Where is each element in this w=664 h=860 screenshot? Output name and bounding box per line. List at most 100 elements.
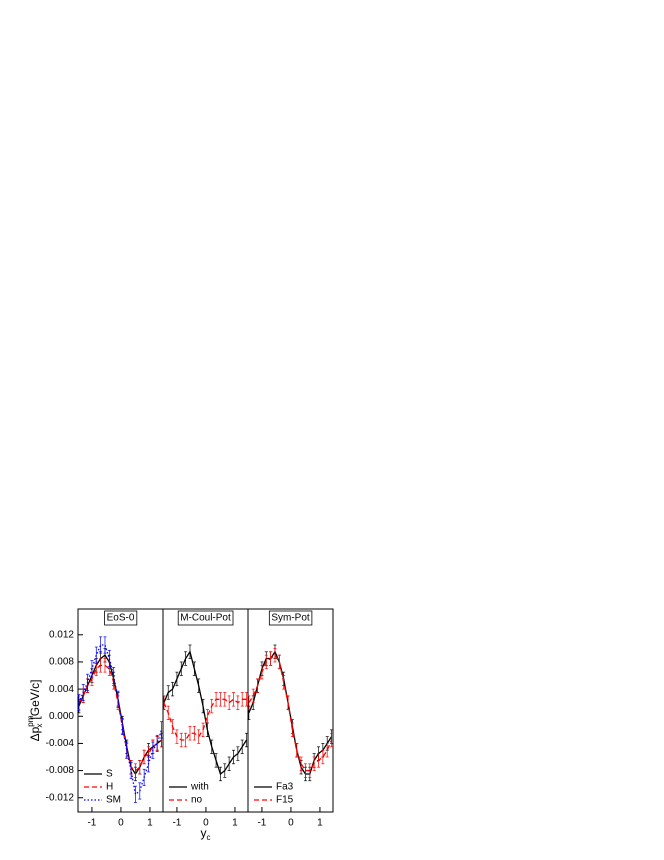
legend-label: S bbox=[106, 769, 113, 780]
x-tick-label: -1 bbox=[172, 818, 181, 829]
error-bar bbox=[86, 673, 90, 691]
y-label-sup: pm bbox=[26, 715, 35, 726]
error-bar bbox=[166, 705, 170, 721]
series-line bbox=[78, 644, 163, 796]
error-bar bbox=[162, 695, 166, 710]
error-bar bbox=[295, 743, 299, 758]
error-bar bbox=[77, 694, 81, 712]
error-bar bbox=[99, 636, 103, 654]
error-bar bbox=[184, 651, 188, 666]
error-bar bbox=[103, 658, 107, 673]
error-bar bbox=[125, 741, 129, 759]
x-tick-label: 1 bbox=[147, 818, 153, 829]
error-bar bbox=[290, 722, 294, 737]
error-bar bbox=[303, 763, 307, 778]
error-bar bbox=[269, 651, 273, 666]
series-line bbox=[163, 650, 248, 776]
y-axis-label: Δppmx [GeV/c] bbox=[26, 680, 44, 742]
error-bar bbox=[138, 760, 142, 775]
error-bar bbox=[227, 695, 231, 710]
error-bar bbox=[273, 648, 277, 663]
error-bar bbox=[231, 692, 235, 707]
error-bar bbox=[260, 665, 264, 680]
error-bar bbox=[133, 763, 137, 778]
series-line bbox=[78, 664, 162, 772]
error-bar bbox=[138, 782, 142, 800]
panel-title: EoS-0 bbox=[107, 613, 135, 624]
error-bar bbox=[247, 695, 251, 710]
error-bar bbox=[325, 743, 329, 758]
error-bar bbox=[171, 719, 175, 734]
error-bar bbox=[201, 722, 205, 737]
legend-label: F15 bbox=[276, 795, 294, 806]
error-bar bbox=[197, 678, 201, 693]
error-bar bbox=[155, 734, 159, 752]
error-bar bbox=[282, 675, 286, 690]
error-bar bbox=[151, 741, 155, 759]
panel-title-box bbox=[268, 610, 313, 626]
x-tick-label: 0 bbox=[288, 818, 294, 829]
error-bar bbox=[316, 753, 320, 768]
y-tick-label: 0.000 bbox=[49, 711, 74, 722]
error-bar bbox=[120, 717, 124, 735]
x-tick-label: -1 bbox=[87, 818, 96, 829]
x-tick-label: 0 bbox=[203, 818, 209, 829]
error-bar bbox=[175, 671, 179, 687]
x-label-base: y bbox=[201, 826, 207, 840]
y-tick-label: 0.012 bbox=[49, 629, 74, 640]
error-bar bbox=[201, 698, 205, 714]
error-bar bbox=[129, 762, 133, 780]
error-bar bbox=[231, 749, 235, 765]
error-bar bbox=[192, 661, 196, 676]
error-bar bbox=[184, 732, 188, 748]
error-bar bbox=[330, 732, 334, 748]
error-bar bbox=[286, 695, 290, 710]
error-bar bbox=[142, 749, 146, 765]
error-bar bbox=[240, 692, 244, 707]
error-bar bbox=[197, 729, 201, 744]
legend-label: SM bbox=[106, 795, 121, 806]
y-label-sub: x bbox=[35, 724, 44, 728]
error-bar bbox=[103, 636, 107, 654]
legend-label: Fa3 bbox=[276, 782, 294, 793]
error-bar bbox=[116, 690, 120, 708]
x-tick-label: 1 bbox=[232, 818, 238, 829]
series-line bbox=[248, 650, 333, 775]
y-tick-label: -0.008 bbox=[46, 765, 75, 776]
error-bar bbox=[321, 749, 325, 765]
error-bar bbox=[146, 755, 150, 773]
error-bar bbox=[299, 756, 303, 771]
error-bar bbox=[94, 646, 98, 664]
y-tick-label: -0.012 bbox=[46, 792, 75, 803]
error-bar bbox=[218, 766, 222, 782]
error-bar bbox=[107, 650, 111, 668]
error-bar bbox=[210, 698, 214, 714]
error-bar bbox=[175, 729, 179, 744]
error-bar bbox=[214, 753, 218, 768]
error-bar bbox=[166, 685, 170, 700]
x-label-sub: c bbox=[207, 833, 211, 842]
error-bar bbox=[256, 678, 260, 693]
y-tick-label: 0.004 bbox=[49, 684, 74, 695]
error-bar bbox=[188, 644, 192, 659]
panel-title: Sym-Pot bbox=[271, 613, 310, 624]
error-bar bbox=[188, 726, 192, 741]
series-line bbox=[248, 654, 333, 772]
y-label-base: Δp bbox=[28, 726, 42, 741]
error-bar bbox=[99, 658, 103, 673]
error-bar bbox=[179, 732, 183, 748]
y-label-unit: [GeV/c] bbox=[28, 680, 42, 720]
panel-title: M-Coul-Pot bbox=[180, 613, 231, 624]
legend-label: with bbox=[190, 782, 209, 793]
error-bar bbox=[312, 756, 316, 771]
error-bar bbox=[223, 692, 227, 707]
error-bar bbox=[171, 681, 175, 697]
error-bar bbox=[223, 763, 227, 778]
y-tick-label: 0.008 bbox=[49, 657, 74, 668]
error-bar bbox=[133, 785, 137, 803]
y-tick-label: -0.004 bbox=[46, 738, 75, 749]
legend-label: H bbox=[106, 782, 113, 793]
error-bar bbox=[205, 709, 209, 724]
panel-title-box bbox=[104, 610, 138, 626]
x-axis-label: yc bbox=[201, 826, 211, 842]
